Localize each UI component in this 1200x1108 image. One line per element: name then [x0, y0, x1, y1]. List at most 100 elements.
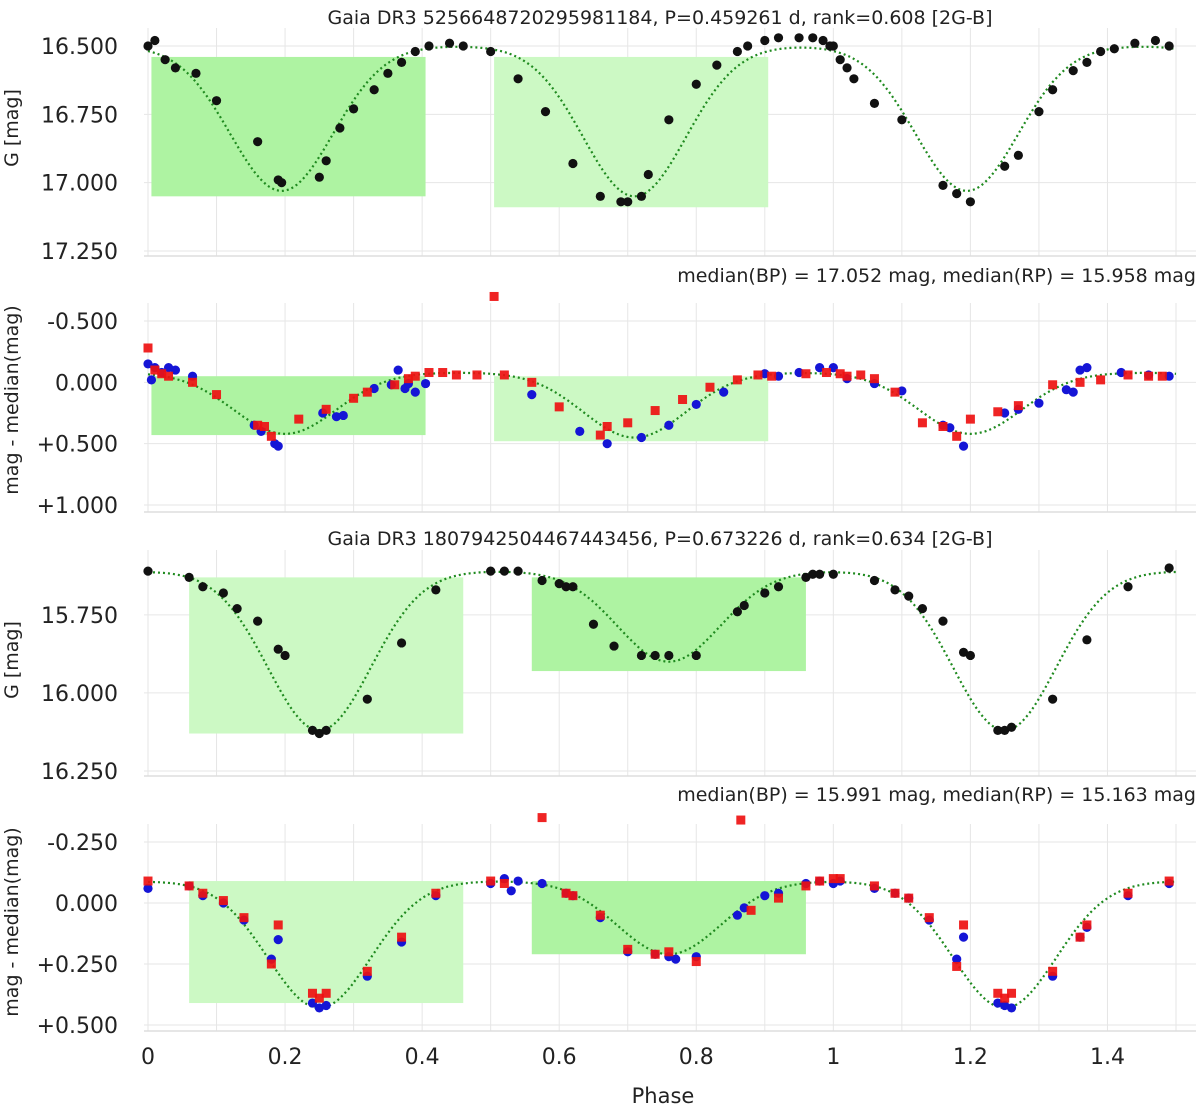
data-point-bp	[393, 365, 403, 375]
data-point-rp	[164, 371, 174, 381]
data-point-rp	[499, 370, 509, 380]
data-point-rp	[188, 377, 198, 387]
x-tick-label: 1.2	[953, 1045, 988, 1070]
data-point-bp	[420, 378, 431, 389]
y-tick-label: 16.250	[41, 760, 118, 785]
data-point-g	[636, 650, 647, 661]
data-point-g	[218, 588, 228, 598]
data-point-g	[561, 582, 571, 592]
data-point-g	[160, 55, 170, 65]
data-point-rp	[993, 407, 1003, 417]
data-point-g	[307, 725, 318, 736]
data-point-g	[869, 575, 880, 586]
data-point-bp	[1082, 363, 1092, 373]
data-point-g	[1082, 635, 1092, 645]
data-point-g	[150, 35, 160, 46]
data-point-g	[993, 725, 1003, 736]
data-point-g	[513, 566, 523, 576]
data-point-bp	[1116, 367, 1126, 378]
data-point-rp	[472, 370, 482, 380]
data-point-g	[623, 197, 633, 207]
data-point-g	[965, 650, 976, 661]
data-point-rp	[431, 888, 441, 898]
data-point-rp	[678, 395, 688, 405]
data-point-rp	[1048, 380, 1058, 390]
y-tick-label: 17.250	[41, 240, 118, 265]
data-point-rp	[650, 406, 660, 416]
panel-4-subtitle: median(BP) = 15.991 mag, median(RP) = 15…	[677, 784, 1196, 806]
data-point-g	[253, 137, 263, 147]
data-point-rp	[815, 876, 825, 886]
data-point-bp	[331, 412, 342, 422]
data-point-bp	[732, 910, 742, 920]
data-point-rp	[438, 368, 448, 378]
data-point-rp	[157, 369, 167, 379]
data-point-g	[818, 35, 828, 46]
x-tick-label: 0.6	[542, 1045, 577, 1070]
data-point-rp	[424, 368, 434, 378]
data-point-bp	[794, 367, 804, 378]
data-point-rp	[993, 988, 1003, 998]
data-point-bp	[760, 369, 770, 379]
data-point-g	[958, 647, 969, 657]
data-point-rp	[266, 959, 276, 969]
data-point-g	[1048, 85, 1058, 95]
data-point-g	[869, 98, 880, 108]
data-point-g	[760, 35, 770, 46]
data-point-g	[486, 46, 496, 57]
data-point-g	[396, 57, 407, 67]
data-point-bp	[945, 423, 955, 433]
panel-2-subtitle: median(BP) = 17.052 mag, median(RP) = 15…	[677, 265, 1196, 287]
data-point-rp	[938, 421, 948, 431]
data-point-bp	[273, 441, 283, 451]
data-point-g	[253, 616, 263, 626]
y-tick-label: -0.500	[47, 310, 118, 335]
data-point-rp	[952, 961, 962, 971]
data-point-bp	[773, 371, 784, 381]
data-point-g	[938, 180, 948, 190]
data-point-rp	[602, 421, 612, 431]
data-point-rp	[349, 393, 359, 403]
data-point-rp	[835, 874, 845, 884]
panel-2-y-axis-label: mag - median(mag)	[1, 305, 23, 494]
data-point-bp	[958, 441, 969, 451]
data-point-bp	[760, 891, 770, 901]
data-point-rp	[554, 402, 564, 412]
data-point-rp	[1096, 375, 1106, 385]
eclipse-highlight-box	[189, 881, 464, 1004]
data-point-g	[1130, 38, 1140, 48]
data-point-rp	[736, 815, 746, 825]
x-tick-label: 1	[826, 1045, 840, 1070]
data-point-rp	[1123, 888, 1133, 898]
y-tick-label: 17.000	[41, 172, 118, 197]
data-point-g	[1048, 694, 1058, 704]
x-tick-label: 0.4	[405, 1045, 440, 1070]
data-point-g	[1006, 722, 1017, 732]
data-point-rp	[1075, 932, 1085, 942]
data-point-rp	[150, 365, 160, 375]
data-point-bp	[602, 439, 612, 449]
data-point-rp	[801, 881, 811, 891]
data-point-rp	[499, 878, 509, 888]
x-tick-label: 1.4	[1090, 1045, 1125, 1070]
data-point-rp	[842, 371, 852, 381]
data-point-g	[636, 191, 647, 201]
data-point-bp	[338, 410, 348, 421]
data-point-rp	[239, 913, 249, 923]
data-point-rp	[273, 920, 283, 930]
data-point-bp	[719, 387, 729, 397]
data-point-rp	[924, 913, 934, 923]
data-point-rp	[1007, 988, 1017, 998]
data-point-rp	[1013, 401, 1023, 411]
data-point-g	[828, 41, 838, 51]
data-point-bp	[513, 876, 523, 886]
data-point-rp	[294, 414, 304, 424]
data-point-rp	[623, 944, 633, 954]
data-point-bp	[691, 399, 701, 410]
data-point-rp	[489, 291, 499, 301]
data-point-rp	[828, 874, 838, 884]
data-point-g	[760, 588, 770, 598]
data-point-g	[588, 619, 599, 629]
panel-3-g-light-curve: 15.750 16.000 16.250 Gaia DR3 180794250446…	[1, 528, 1196, 785]
data-point-rp	[753, 370, 763, 380]
